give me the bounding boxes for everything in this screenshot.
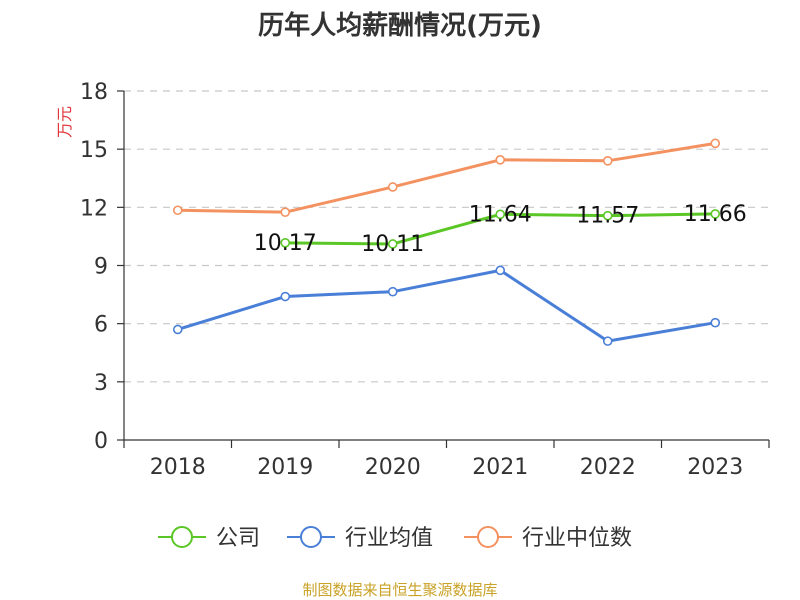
legend-marker-2 — [477, 526, 499, 548]
data-point-1-2018 — [172, 324, 183, 335]
data-label-0-2020: 10.11 — [361, 232, 424, 257]
series-2 — [172, 138, 721, 217]
data-point-2-2019 — [280, 207, 291, 217]
series-line-1 — [177, 268, 716, 343]
series-1 — [172, 265, 721, 346]
data-label-0-2021: 11.64 — [469, 202, 532, 227]
legend-marker-0 — [171, 526, 193, 548]
data-point-1-2019 — [280, 291, 291, 302]
data-point-1-2021 — [495, 265, 506, 276]
legend: 公司 行业均值 行业中位数 — [158, 526, 632, 551]
legend-item-0: 公司 — [158, 526, 260, 551]
legend-item-2: 行业中位数 — [464, 526, 632, 551]
chart-title: 历年人均薪酬情况(万元) — [258, 10, 542, 41]
data-label-0-2019: 10.17 — [254, 231, 317, 256]
y-tick-label-15: 15 — [80, 138, 108, 163]
grid-lines — [124, 90, 769, 383]
data-point-0-2019 — [280, 238, 291, 248]
data-point-0-2020 — [387, 239, 398, 249]
data-labels: 10.17 10.11 11.64 11.57 11.66 — [254, 202, 747, 257]
data-point-2-2021 — [495, 155, 506, 165]
x-tick-label-2018: 2018 — [150, 455, 206, 480]
data-point-2-2018 — [172, 205, 183, 216]
data-point-2-2020 — [387, 182, 398, 192]
y-tick-label-18: 18 — [80, 80, 108, 105]
x-tick-label-2022: 2022 — [580, 455, 636, 480]
y-tick-label-0: 0 — [94, 429, 108, 454]
y-tick-label-12: 12 — [80, 196, 108, 221]
x-tick-label-2021: 2021 — [472, 455, 528, 480]
legend-label-1: 行业均值 — [345, 526, 433, 551]
data-point-0-2023 — [710, 209, 721, 219]
legend-marker-1 — [300, 526, 322, 548]
data-point-2-2022 — [602, 156, 613, 166]
data-point-2-2023 — [710, 138, 721, 149]
source-note: 制图数据来自恒生聚源数据库 — [302, 581, 497, 599]
legend-label-0: 公司 — [216, 526, 260, 551]
legend-item-1: 行业均值 — [287, 526, 433, 551]
series-0 — [280, 209, 721, 249]
y-tick-label-9: 9 — [94, 255, 108, 280]
y-axis-label: 万元 — [55, 106, 74, 138]
data-point-0-2022 — [602, 210, 613, 221]
series-lines — [172, 138, 721, 346]
x-tick-label-2020: 2020 — [365, 455, 421, 480]
data-point-1-2022 — [602, 336, 613, 346]
data-point-1-2023 — [710, 317, 721, 328]
series-line-2 — [177, 141, 716, 214]
x-tick-label-2023: 2023 — [687, 455, 743, 480]
data-label-0-2023: 11.66 — [684, 202, 747, 227]
axes: 0 3 6 9 12 15 18 2018 2019 2020 2021 2022 2023 — [80, 80, 770, 480]
data-label-0-2022: 11.57 — [576, 204, 639, 229]
data-point-1-2020 — [387, 286, 398, 297]
data-point-0-2021 — [495, 209, 506, 220]
legend-label-2: 行业中位数 — [522, 526, 632, 551]
y-tick-label-6: 6 — [94, 313, 108, 338]
x-tick-label-2019: 2019 — [257, 455, 313, 480]
y-tick-label-3: 3 — [94, 371, 108, 396]
